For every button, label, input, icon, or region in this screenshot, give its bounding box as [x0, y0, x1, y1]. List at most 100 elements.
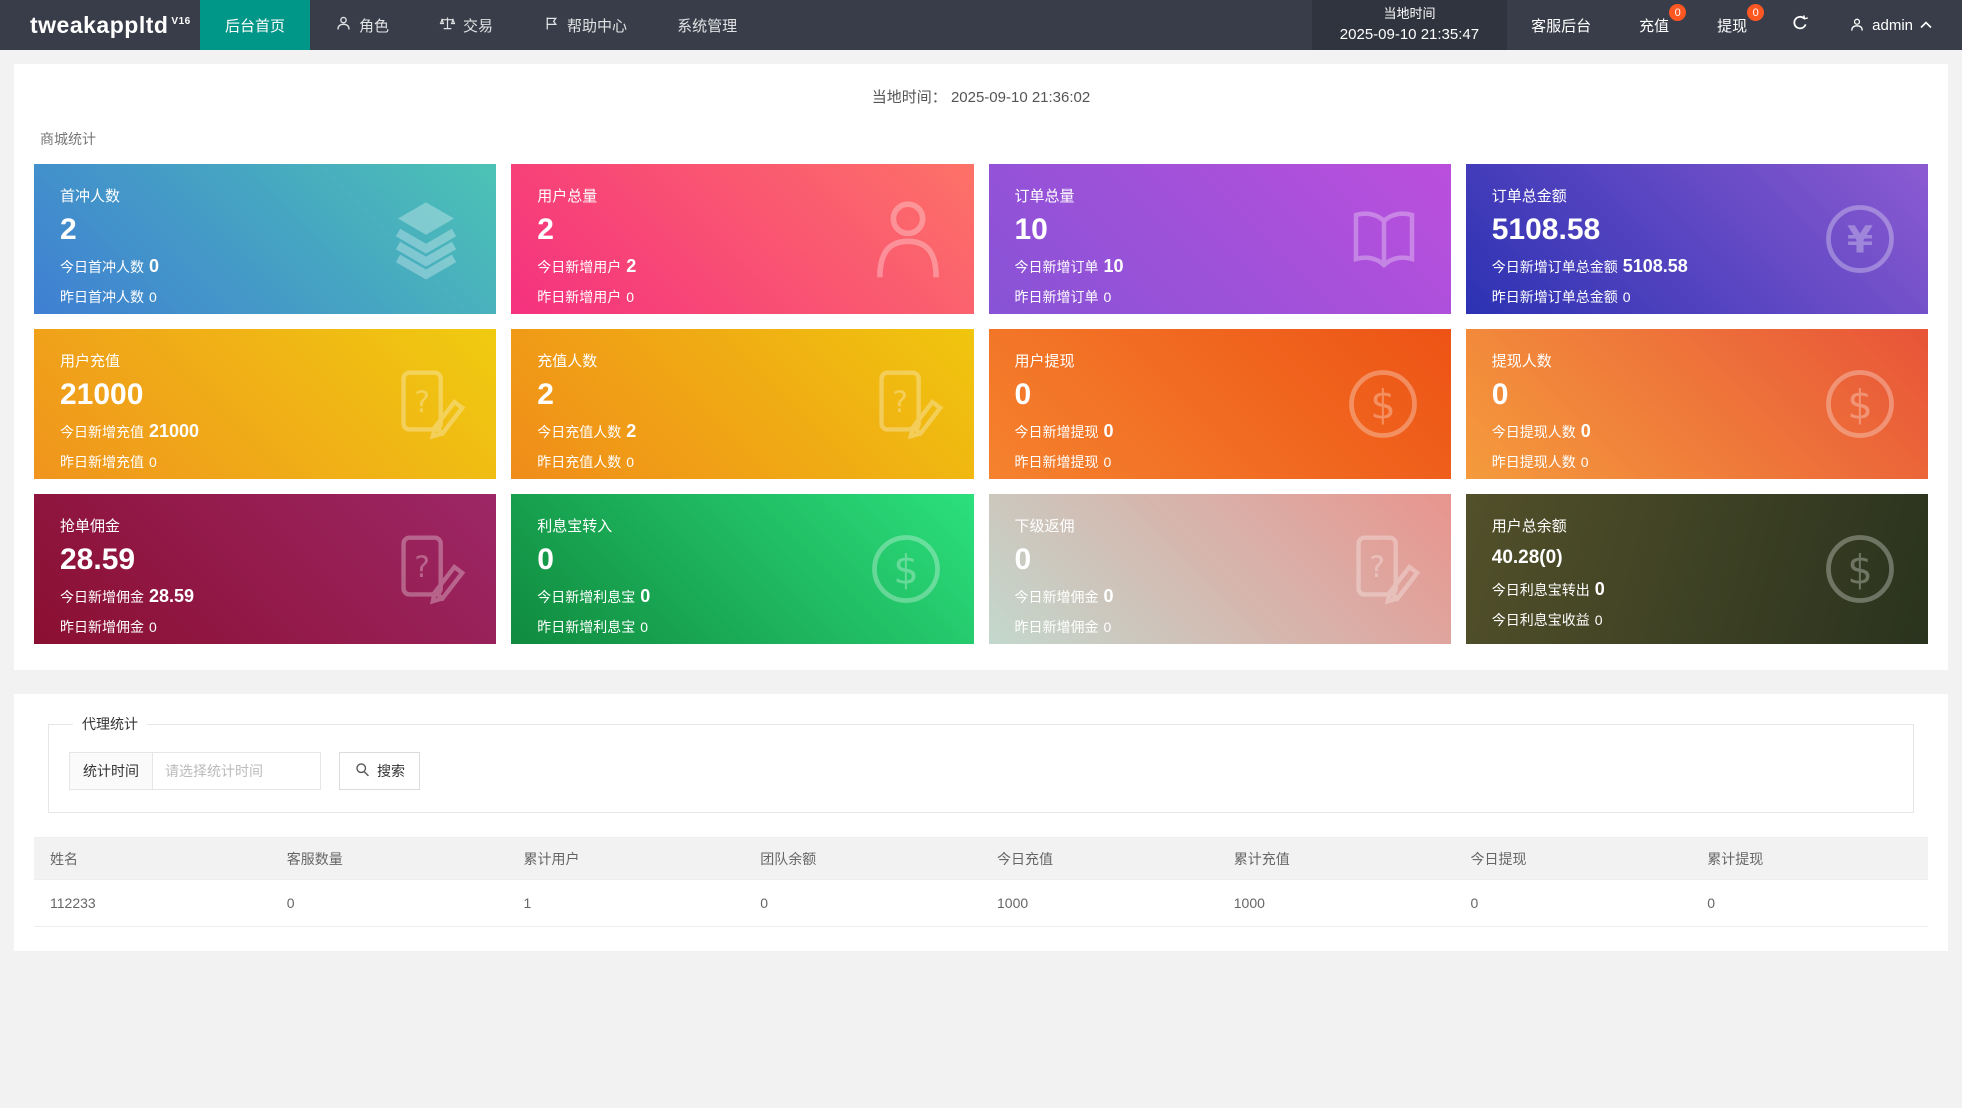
card-title: 用户总量 — [537, 188, 598, 205]
service-backend-label: 客服后台 — [1531, 17, 1592, 35]
time-filter-input[interactable] — [153, 752, 321, 790]
layers-icon — [382, 197, 470, 281]
table-cell: 1000 — [981, 879, 1218, 927]
withdraw-label: 提现 — [1717, 17, 1748, 35]
refresh-button[interactable] — [1771, 0, 1829, 50]
card-today-line: 今日充值人数 2 — [537, 421, 637, 441]
chevron-up-icon — [1920, 21, 1932, 29]
table-cell: 1000 — [1217, 879, 1455, 927]
card-title: 下级返佣 — [1014, 518, 1075, 535]
time-filter-label: 统计时间 — [69, 752, 153, 790]
edit-note-icon: ? — [862, 363, 948, 445]
clock-time: 2025-09-10 21:35:47 — [1339, 25, 1480, 43]
nav-item-home[interactable]: 后台首页 — [200, 0, 311, 50]
dollar-circle-icon: $ — [864, 527, 948, 611]
svg-text:?: ? — [415, 550, 431, 584]
card-value: 0 — [537, 543, 554, 576]
nav-item-help[interactable]: 帮助中心 — [518, 0, 652, 50]
svg-text:$: $ — [1847, 383, 1872, 429]
stat-card-sub-rebate: 下级返佣 0 今日新增佣金 0 昨日新增佣金 0 ? — [988, 494, 1451, 644]
user-icon — [1851, 18, 1863, 31]
stat-card-user-balance: 用户总余额 40.28(0) 今日利息宝转出 0 今日利息宝收益 0 $ — [1465, 494, 1928, 644]
card-title: 订单总量 — [1014, 188, 1075, 205]
card-yesterday-line: 今日利息宝收益 0 — [1491, 611, 1603, 628]
card-value: 0 — [1491, 378, 1509, 411]
card-value: 2 — [537, 213, 554, 246]
card-title: 利息宝转入 — [537, 518, 613, 535]
svg-text:$: $ — [1370, 383, 1395, 429]
search-button-label: 搜索 — [377, 763, 405, 779]
card-today-line: 今日提现人数 0 — [1491, 421, 1591, 441]
svg-text:$: $ — [893, 548, 918, 594]
table-header-cell: 累计用户 — [507, 837, 745, 880]
book-icon — [1343, 199, 1425, 279]
table-cell: 0 — [270, 879, 508, 927]
dollar-circle-icon: $ — [1341, 362, 1425, 446]
card-value: 0 — [1014, 543, 1032, 576]
svg-text:?: ? — [892, 385, 908, 419]
agent-panel: 代理统计 统计时间 搜索 姓名 客服数量 累计用户 团队余额 今日充值 累计充值… — [14, 694, 1948, 951]
service-backend-link[interactable]: 客服后台 — [1507, 0, 1615, 50]
person-icon — [868, 194, 948, 284]
table-header-cell: 累计提现 — [1691, 837, 1928, 880]
navbar-right: 当地时间 2025-09-10 21:35:47 客服后台 充值 0 提现 0 … — [1311, 0, 1962, 50]
nav-item-roles-label: 角色 — [359, 17, 390, 35]
table-cell: 0 — [744, 879, 981, 927]
stat-card-order-amount: 订单总金额 5108.58 今日新增订单总金额 5108.58 昨日新增订单总金额… — [1465, 164, 1928, 314]
card-value: 2 — [537, 378, 554, 411]
nav-item-system-label: 系统管理 — [677, 17, 738, 35]
card-yesterday-line: 昨日新增用户 0 — [537, 289, 635, 305]
card-yesterday-line: 昨日首冲人数 0 — [60, 289, 157, 305]
stat-card-total-users: 用户总量 2 今日新增用户 2 昨日新增用户 0 — [511, 164, 974, 314]
card-today-line: 今日新增订单 10 — [1014, 256, 1124, 276]
svg-text:?: ? — [1369, 550, 1385, 584]
svg-text:$: $ — [1847, 548, 1872, 594]
table-row: 112233 0 1 0 1000 1000 0 0 — [34, 879, 1928, 927]
card-value: 28.59 — [60, 543, 136, 576]
agent-filter-row: 统计时间 搜索 — [69, 752, 1893, 790]
card-yesterday-line: 昨日新增利息宝 0 — [537, 619, 649, 635]
brand-text: tweakappltd — [30, 11, 169, 38]
nav-item-trade[interactable]: 交易 — [414, 0, 518, 50]
card-value: 10 — [1014, 213, 1048, 246]
recharge-badge: 0 — [1669, 4, 1687, 21]
card-title: 用户总余额 — [1491, 518, 1567, 535]
card-today-line: 今日新增佣金 0 — [1014, 586, 1114, 606]
card-today-line: 今日新增提现 0 — [1014, 421, 1114, 441]
table-header-cell: 客服数量 — [270, 837, 508, 880]
brand-logo[interactable]: tweakappltd V16 — [0, 0, 200, 50]
edit-note-icon: ? — [1339, 528, 1425, 610]
stat-cards-grid: 首冲人数 2 今日首冲人数 0 昨日首冲人数 0 用户总量 2 今日新增用户 2 昨日… — [34, 164, 1928, 644]
nav-item-home-label: 后台首页 — [225, 17, 286, 35]
search-icon — [354, 761, 371, 781]
yen-circle-icon: ¥ — [1818, 197, 1902, 281]
stat-card-total-orders: 订单总量 10 今日新增订单 10 昨日新增订单 0 — [988, 164, 1451, 314]
table-header-cell: 今日提现 — [1454, 837, 1692, 880]
brand-version: V16 — [171, 15, 191, 27]
navbar-clock: 当地时间 2025-09-10 21:35:47 — [1311, 0, 1508, 50]
stat-card-withdraw-users: 提现人数 0 今日提现人数 0 昨日提现人数 0 $ — [1465, 329, 1928, 479]
nav-item-system[interactable]: 系统管理 — [652, 0, 762, 50]
card-today-line: 今日首冲人数 0 — [60, 256, 160, 276]
recharge-label: 充值 — [1639, 17, 1670, 35]
user-menu[interactable]: admin — [1829, 0, 1962, 50]
card-title: 抢单佣金 — [60, 518, 121, 535]
table-cell: 0 — [1454, 879, 1692, 927]
card-today-line: 今日新增订单总金额 5108.58 — [1491, 256, 1688, 276]
recharge-link[interactable]: 充值 0 — [1615, 0, 1693, 50]
card-value: 21000 — [60, 378, 144, 411]
table-cell: 0 — [1691, 879, 1928, 927]
clock-label: 当地时间 — [1383, 5, 1436, 21]
svg-text:?: ? — [415, 385, 431, 419]
local-time-label: 当地时间： — [871, 89, 947, 106]
nav-item-help-label: 帮助中心 — [567, 17, 628, 35]
search-button[interactable]: 搜索 — [339, 752, 420, 790]
stat-card-order-commission: 抢单佣金 28.59 今日新增佣金 28.59 昨日新增佣金 0 ? — [34, 494, 497, 644]
nav-item-roles[interactable]: 角色 — [310, 0, 414, 50]
username: admin — [1872, 16, 1913, 34]
card-today-line: 今日新增利息宝 0 — [537, 586, 651, 606]
card-value: 0 — [1014, 378, 1032, 411]
stat-card-recharge-users: 充值人数 2 今日充值人数 2 昨日充值人数 0 ? — [511, 329, 974, 479]
withdraw-link[interactable]: 提现 0 — [1693, 0, 1771, 50]
table-cell: 112233 — [34, 879, 271, 927]
